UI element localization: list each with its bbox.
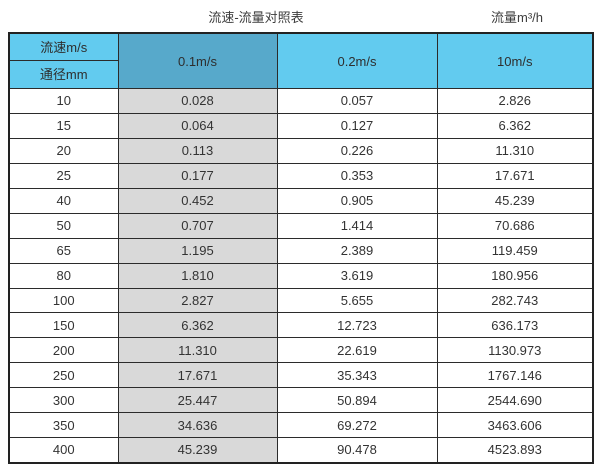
flow-value-cell: 1767.146 [436,362,594,389]
table-row: 400 45.239 90.478 4523.893 [8,437,594,464]
table-row: 350 34.636 69.272 3463.606 [8,412,594,439]
diameter-cell: 150 [8,312,119,339]
flow-value-cell: 11.310 [436,137,594,164]
flow-value-cell: 2544.690 [436,387,594,414]
table-row: 20 0.113 0.226 11.310 [8,137,594,164]
flow-value-cell: 119.459 [436,237,594,264]
table-row: 10 0.028 0.057 2.826 [8,88,594,114]
table-row: 15 0.064 0.127 6.362 [8,112,594,139]
flow-rate-table: 流速m/s 通径mm 0.1m/s 0.2m/s 10m/s 10 0.028 0.… [8,32,594,464]
flow-value-cell: 0.707 [117,212,278,239]
flow-value-cell: 0.057 [276,88,438,114]
flow-value-cell: 2.826 [436,88,594,114]
diameter-cell: 15 [8,112,119,139]
table-row: 25 0.177 0.353 17.671 [8,162,594,189]
diameter-cell: 25 [8,162,119,189]
flow-value-cell: 4523.893 [436,437,594,464]
flow-value-cell: 12.723 [276,312,438,339]
column-header-0-2ms: 0.2m/s [276,32,438,89]
flow-value-cell: 0.064 [117,112,278,139]
flow-value-cell: 50.894 [276,387,438,414]
flow-value-cell: 22.619 [276,337,438,364]
corner-label-velocity: 流速m/s [10,34,117,61]
flow-value-cell: 11.310 [117,337,278,364]
flow-value-cell: 282.743 [436,287,594,314]
flow-value-cell: 0.177 [117,162,278,189]
flow-value-cell: 45.239 [436,187,594,214]
table-row: 50 0.707 1.414 70.686 [8,212,594,239]
flow-value-cell: 0.113 [117,137,278,164]
flow-value-cell: 1.414 [276,212,438,239]
flow-value-cell: 0.028 [117,88,278,114]
table-row: 65 1.195 2.389 119.459 [8,237,594,264]
table-body: 10 0.028 0.057 2.826 15 0.064 0.127 6.362 20 0.11… [8,88,594,464]
table-row: 150 6.362 12.723 636.173 [8,312,594,339]
table-title: 流速-流量对照表 [208,10,304,25]
corner-header-cell: 流速m/s 通径mm [8,32,119,89]
diameter-cell: 200 [8,337,119,364]
flow-value-cell: 69.272 [276,412,438,439]
flow-value-cell: 3.619 [276,262,438,289]
diameter-cell: 50 [8,212,119,239]
flow-value-cell: 90.478 [276,437,438,464]
flow-value-cell: 70.686 [436,212,594,239]
column-header-10ms: 10m/s [436,32,594,89]
flow-value-cell: 3463.606 [436,412,594,439]
table-row: 100 2.827 5.655 282.743 [8,287,594,314]
flow-value-cell: 1.195 [117,237,278,264]
table-row: 250 17.671 35.343 1767.146 [8,362,594,389]
diameter-cell: 40 [8,187,119,214]
diameter-cell: 80 [8,262,119,289]
flow-value-cell: 6.362 [117,312,278,339]
flow-value-cell: 0.452 [117,187,278,214]
flow-value-cell: 1.810 [117,262,278,289]
table-row: 40 0.452 0.905 45.239 [8,187,594,214]
flow-value-cell: 2.389 [276,237,438,264]
flow-value-cell: 25.447 [117,387,278,414]
flow-value-cell: 5.655 [276,287,438,314]
flow-value-cell: 17.671 [436,162,594,189]
diameter-cell: 400 [8,437,119,464]
corner-label-diameter: 通径mm [39,67,88,82]
diameter-cell: 250 [8,362,119,389]
table-row: 80 1.810 3.619 180.956 [8,262,594,289]
diameter-cell: 300 [8,387,119,414]
flow-value-cell: 17.671 [117,362,278,389]
flow-value-cell: 6.362 [436,112,594,139]
flow-unit-label: 流量m³/h [490,10,544,25]
flow-value-cell: 0.226 [276,137,438,164]
header-row: 流速m/s 通径mm 0.1m/s 0.2m/s 10m/s [8,32,594,89]
table-row: 200 11.310 22.619 1130.973 [8,337,594,364]
flow-value-cell: 180.956 [436,262,594,289]
flow-value-cell: 0.127 [276,112,438,139]
column-header-0-1ms: 0.1m/s [117,32,278,89]
flow-value-cell: 0.905 [276,187,438,214]
diameter-cell: 350 [8,412,119,439]
flow-value-cell: 34.636 [117,412,278,439]
flow-value-cell: 45.239 [117,437,278,464]
flow-value-cell: 0.353 [276,162,438,189]
table-row: 300 25.447 50.894 2544.690 [8,387,594,414]
flow-value-cell: 2.827 [117,287,278,314]
flow-value-cell: 1130.973 [436,337,594,364]
diameter-cell: 20 [8,137,119,164]
diameter-cell: 100 [8,287,119,314]
diameter-cell: 65 [8,237,119,264]
diameter-cell: 10 [8,88,119,114]
flow-value-cell: 35.343 [276,362,438,389]
title-bar: 流速-流量对照表 流量m³/h [0,0,600,32]
flow-value-cell: 636.173 [436,312,594,339]
